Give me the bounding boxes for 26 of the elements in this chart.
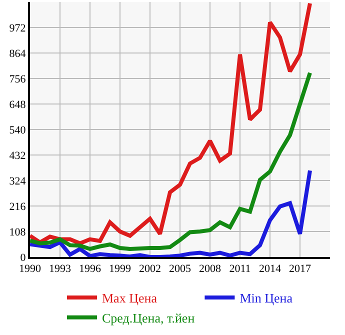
y-tick-label: 324 (9, 175, 26, 188)
line-series (30, 2, 312, 246)
x-tick-label: 2014 (259, 263, 282, 276)
x-tick-label: 1990 (19, 263, 42, 276)
line-series (30, 168, 312, 257)
y-tick-label: 756 (9, 73, 26, 86)
y-tick-label: 108 (9, 226, 26, 238)
x-tick-label: 1999 (109, 263, 132, 276)
x-tick-label: 1996 (79, 263, 102, 276)
y-tick-label: 540 (9, 124, 26, 136)
y-tick-label: 216 (9, 200, 26, 213)
x-tick-label: 2017 (289, 263, 312, 276)
x-tick-label: 2011 (229, 263, 251, 276)
x-tick-label: 2008 (199, 263, 222, 276)
y-tick-label: 648 (9, 98, 26, 111)
legend-label: Max Цена (102, 290, 158, 306)
legend-label: Min Цена (240, 290, 293, 306)
line-series (30, 70, 312, 251)
legend-label: Сред.Цена, т.йен (102, 310, 195, 326)
y-tick-label: 972 (9, 22, 26, 34)
y-tick-label: 864 (9, 48, 26, 60)
x-tick-label: 2005 (169, 263, 192, 276)
x-tick-label: 1993 (49, 263, 72, 276)
y-tick-label: 432 (9, 150, 26, 162)
x-tick-label: 2002 (139, 263, 161, 276)
y-tick-label: 0 (20, 252, 26, 264)
